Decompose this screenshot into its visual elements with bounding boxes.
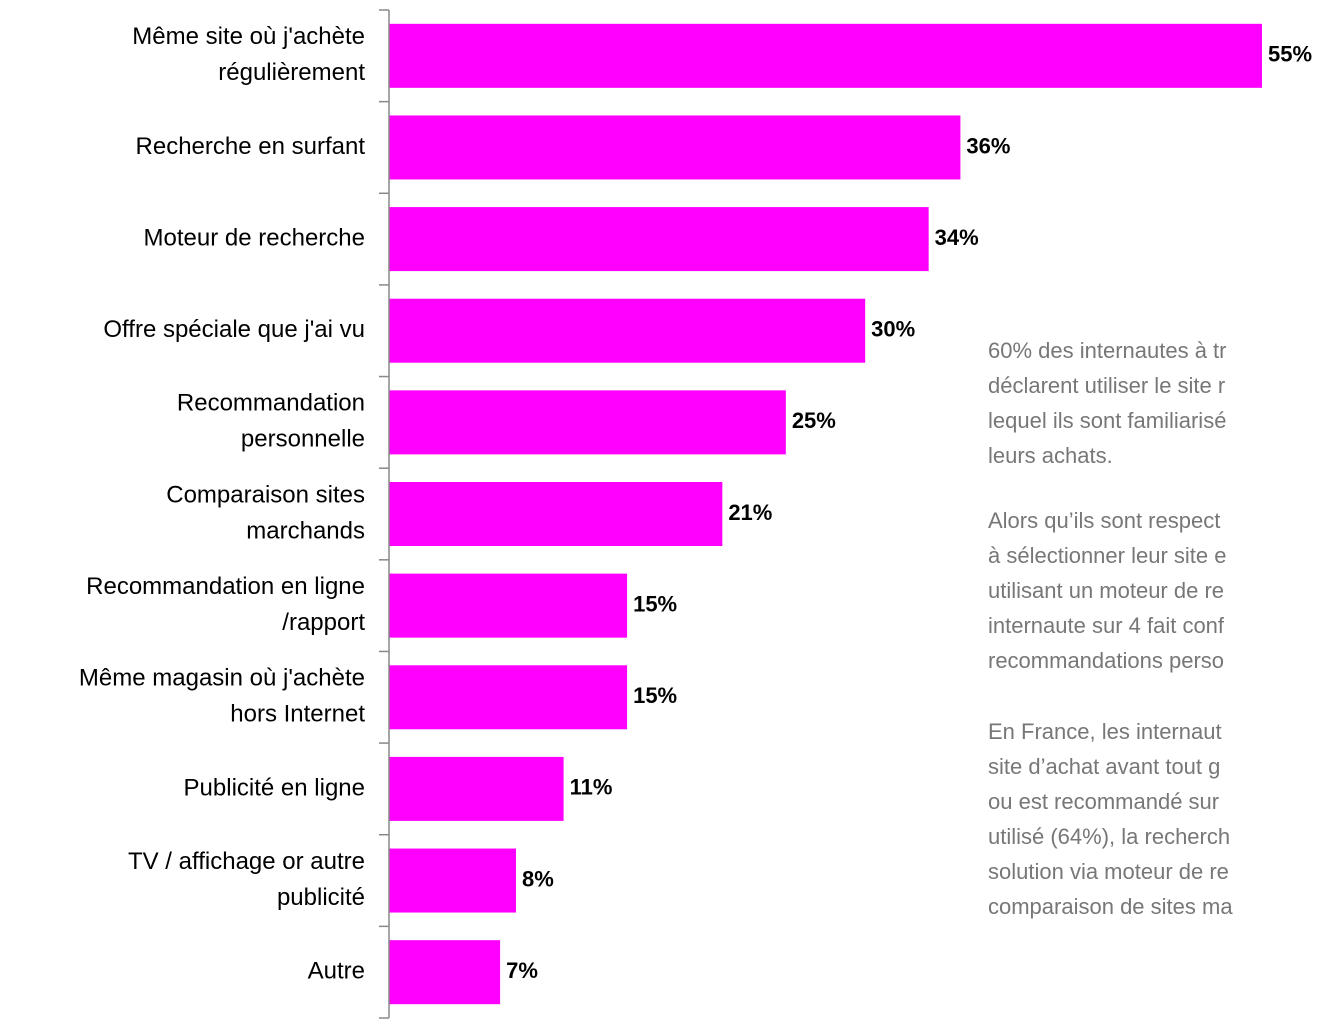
category-label: Publicité en ligne (184, 774, 365, 801)
annotation-line: En France, les internaut (988, 719, 1222, 744)
value-label: 7% (506, 958, 538, 983)
category-label: personnelle (241, 426, 365, 453)
annotation-line: Alors qu’ils sont respect (988, 508, 1220, 533)
bar (389, 665, 628, 730)
bar (389, 482, 723, 546)
value-label: 15% (633, 591, 677, 616)
category-label: /rapport (282, 609, 365, 636)
value-label: 15% (633, 683, 677, 708)
category-label: Autre (308, 958, 365, 985)
annotation-line: recommandations perso (988, 648, 1224, 673)
value-label: 55% (1268, 42, 1312, 67)
bar (389, 756, 564, 821)
bar (389, 23, 1262, 88)
bar (389, 207, 929, 272)
annotation-line: ou est recommandé sur (988, 789, 1219, 814)
value-label: 30% (871, 317, 915, 342)
annotation-line: lequel ils sont familiarisé (988, 408, 1226, 433)
category-label: Recommandation en ligne (86, 573, 365, 600)
category-label: hors Internet (230, 701, 365, 728)
bar (389, 390, 786, 455)
annotation-line: solution via moteur de re (988, 859, 1229, 884)
value-label: 36% (966, 133, 1010, 158)
annotation-line: déclarent utiliser le site r (988, 373, 1225, 398)
annotation-line: 60% des internautes à tr (988, 338, 1226, 363)
annotation-line: leurs achats. (988, 443, 1113, 468)
value-label: 21% (728, 500, 772, 525)
category-label: Même site où j'achète (132, 23, 365, 50)
value-label: 11% (570, 775, 613, 800)
annotation-line: à sélectionner leur site e (988, 543, 1226, 568)
category-label: Recherche en surfant (136, 133, 366, 160)
annotation-line: internaute sur 4 fait conf (988, 613, 1225, 638)
category-label: TV / affichage or autre (128, 848, 365, 875)
category-label: publicité (277, 884, 365, 911)
category-label: Même magasin où j'achète (79, 665, 365, 692)
annotation-line: utilisé (64%), la recherch (988, 824, 1230, 849)
bar (389, 573, 628, 638)
category-label: marchands (246, 517, 365, 544)
value-label: 8% (522, 866, 554, 891)
bar (389, 848, 516, 913)
annotation-line: site d’achat avant tout g (988, 754, 1220, 779)
annotation-line: utilisant un moteur de re (988, 578, 1224, 603)
category-label: régulièrement (218, 59, 365, 86)
category-label: Offre spéciale que j'ai vu (103, 316, 365, 343)
bar (389, 940, 501, 1005)
bar (389, 298, 866, 363)
value-label: 25% (792, 408, 836, 433)
value-label: 34% (935, 225, 979, 250)
annotation-line: comparaison de sites ma (988, 894, 1233, 919)
category-label: Moteur de recherche (144, 224, 365, 251)
bar (389, 115, 961, 180)
category-label: Recommandation (177, 390, 365, 417)
category-label: Comparaison sites (166, 481, 365, 508)
